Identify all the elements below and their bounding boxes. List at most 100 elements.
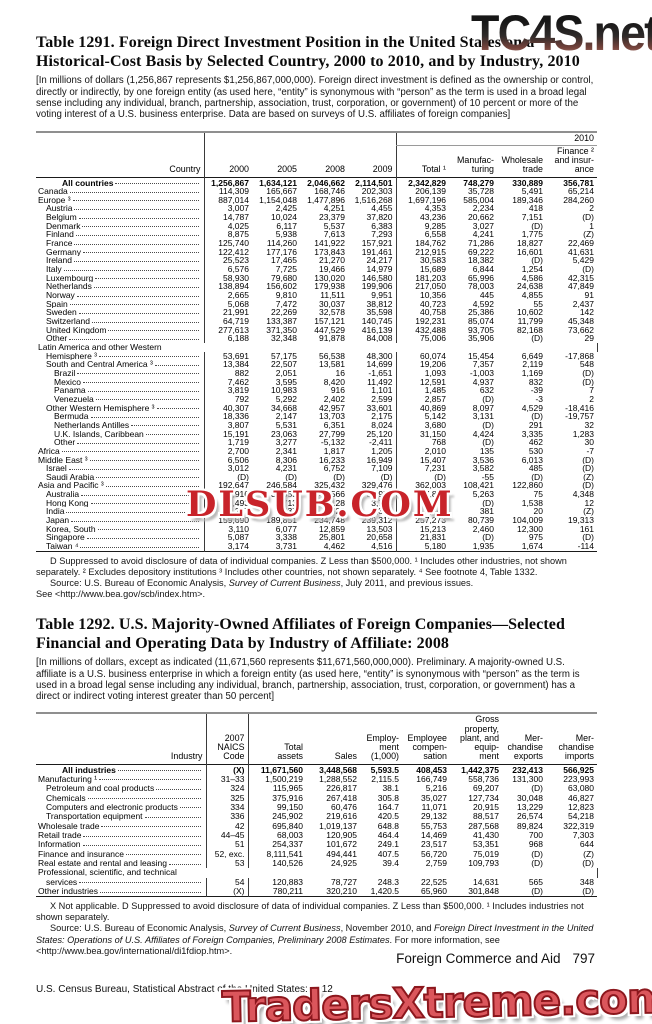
row-label: Wholesale trade	[36, 821, 207, 831]
row-label: Sweden	[36, 308, 205, 317]
cell: 5,087	[227, 533, 249, 543]
column-header-finance: Finance ² and insur- ance	[554, 145, 594, 175]
cell: 1,516,268	[354, 195, 393, 205]
cell: 20,662	[468, 213, 494, 222]
row-label: Netherlands	[36, 282, 205, 292]
cell: (D)	[285, 472, 297, 482]
row-label: France	[36, 239, 205, 248]
cell: 348	[579, 877, 594, 887]
cell: 82,168	[517, 325, 543, 335]
column-header-manufacturing: Manufac- turing	[457, 155, 494, 175]
cell: 254,337	[272, 840, 303, 850]
cell: 57,175	[271, 351, 297, 361]
cell: 3,819	[227, 386, 249, 395]
cell: 4,592	[472, 299, 494, 309]
cell: 4,074	[395, 498, 449, 508]
cell: -18,416	[565, 403, 594, 413]
table-row: Africa 2,700 2,341 1,817 1,205 2,010 135 530 -7	[36, 446, 597, 456]
cell: 24,217	[366, 256, 393, 266]
row-label: Other	[36, 438, 205, 447]
cell: 91,878	[319, 334, 345, 343]
cell: 55	[533, 299, 543, 309]
cell: 29	[584, 334, 594, 343]
row-label: Canada	[36, 187, 205, 196]
table-row: Ireland 25,523 17,465 21,270 24,217 30,583 18,…	[36, 256, 597, 266]
source-title-italic: Survey of Current Business	[228, 577, 341, 588]
cell: 52, exc.	[206, 849, 249, 860]
cell: 6,117	[276, 221, 297, 231]
cell: 12,591	[395, 377, 449, 387]
source-title-italic: Foreign Direct Investment in the United …	[36, 923, 594, 945]
cell: (D)	[531, 334, 543, 343]
table-row: Professional, scientific, and technical	[36, 868, 598, 878]
row-label: Professional, scientific, and technical	[36, 868, 598, 878]
cell: 7,303	[572, 831, 594, 840]
table-row: Saudi Arabia (D) (D) (D) (D) (D) -55 (D) (Z)	[36, 472, 597, 482]
cell: 5,068	[227, 299, 249, 309]
cell: 8,111,541	[266, 849, 303, 859]
source-text: Source: U.S. Bureau of Economic Analysis…	[50, 923, 229, 934]
cell: 56,538	[319, 351, 345, 361]
cell: 206,139	[395, 187, 449, 196]
cell: 1,254	[521, 265, 543, 274]
cell: 6,558	[395, 230, 449, 240]
cell: (D)	[333, 472, 345, 482]
cell: 1,101	[371, 386, 393, 395]
cell: 291	[528, 420, 543, 430]
cell: 157,121	[314, 317, 345, 326]
row-label: Germany	[36, 247, 205, 257]
cell: 2,114,501	[348, 176, 396, 188]
cell: 161	[579, 524, 594, 534]
cell: (D)	[531, 472, 543, 482]
column-header-exports: Mer- chandise exports	[507, 732, 543, 762]
cell: 51	[206, 840, 249, 850]
cell: 35,027	[421, 793, 447, 803]
cell: -3	[535, 394, 543, 404]
cell: 330,889	[497, 176, 546, 188]
table-1291-title: Table 1291. Foreign Direct Investment Po…	[36, 34, 580, 70]
cell: 447,529	[314, 325, 345, 335]
cell: 85,074	[468, 317, 494, 326]
row-label: Belgium	[36, 213, 205, 222]
cell: 38.1	[382, 784, 399, 794]
running-head: Foreign Commerce and Aid 797	[396, 951, 595, 966]
column-group-2010: 2010	[395, 131, 597, 146]
cell: 58,930	[223, 273, 249, 283]
row-label: Other Western Hemisphere ³	[36, 403, 205, 413]
cell: 48,300	[366, 351, 393, 361]
cell: 975	[528, 533, 543, 543]
cell: 31–33	[206, 774, 249, 785]
cell: 585,004	[463, 195, 494, 205]
row-label: Brazil	[36, 368, 205, 378]
census-source-line: U.S. Census Bureau, Statistical Abstract…	[36, 984, 333, 995]
cell: 21,831	[395, 533, 449, 543]
table-1291-header: Country 2010 2000 2005 2008 2009 Total ¹…	[36, 131, 597, 177]
cell: 371,350	[266, 325, 297, 335]
cell: 19,466	[319, 265, 345, 274]
cell: 1,093	[395, 368, 449, 378]
cell: 4,353	[395, 204, 449, 214]
cell: 101,672	[326, 840, 357, 850]
cell: 1,420.5	[370, 887, 399, 897]
table-row: Petroleum and coal products 324 115,965 226…	[36, 784, 597, 794]
row-label: Chemicals	[36, 793, 207, 803]
cell: (Z)	[583, 507, 594, 517]
cell: 7,613	[323, 230, 345, 240]
table-1291-footnotes: D Suppressed to avoid disclosure of data…	[36, 556, 597, 600]
cell: (D)	[380, 472, 393, 482]
cell: 14,787	[223, 213, 249, 222]
cell: 181,203	[395, 273, 449, 283]
cell: 3,807	[227, 420, 249, 430]
cell: 212,915	[395, 247, 449, 257]
column-header-2000: 2000	[229, 164, 249, 175]
row-label: Australia	[36, 490, 205, 499]
cell: 16,233	[319, 455, 345, 465]
cell: 462	[528, 438, 543, 447]
cell: -17,868	[565, 351, 594, 361]
row-label: Manufacturing ¹	[36, 774, 207, 785]
cell: 277,613	[218, 325, 249, 335]
cell: -39	[530, 386, 543, 395]
cell: 10,602	[517, 308, 543, 317]
table-row: Real estate and rental and leasing 53 140,…	[36, 859, 597, 869]
cell: 223,993	[563, 774, 594, 784]
